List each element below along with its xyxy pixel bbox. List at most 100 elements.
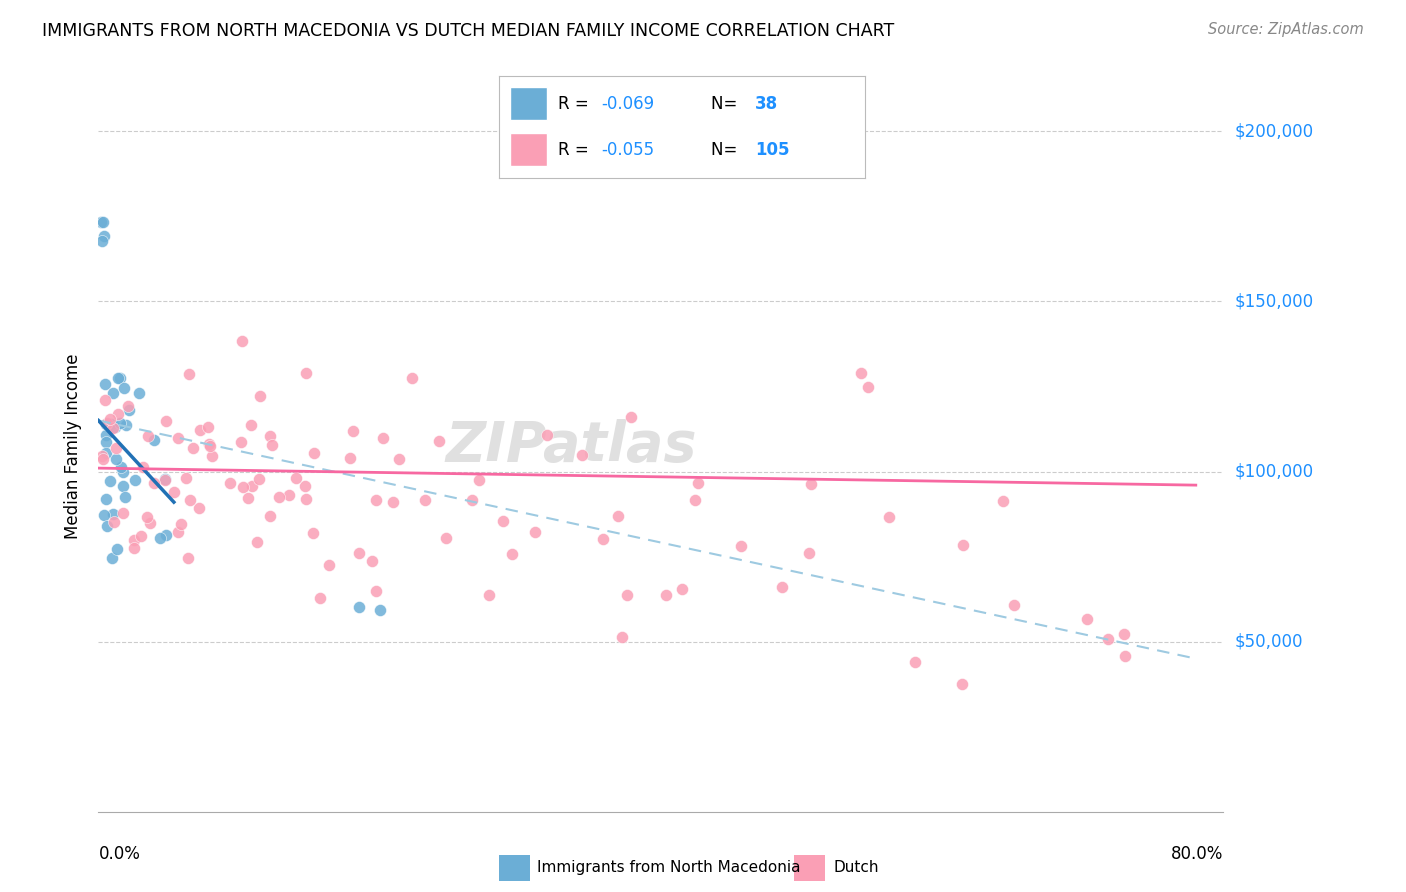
Point <box>240 479 263 493</box>
Point <box>952 538 974 552</box>
Point <box>249 389 271 403</box>
Point <box>277 488 299 502</box>
Point <box>122 541 145 555</box>
Point <box>468 473 491 487</box>
Point <box>96 417 118 432</box>
Point <box>259 428 281 442</box>
Point <box>132 459 155 474</box>
Point <box>770 580 793 594</box>
Bar <box>510 133 547 166</box>
Point <box>950 677 973 691</box>
Point <box>98 411 121 425</box>
Point <box>1112 627 1135 641</box>
Point <box>683 492 706 507</box>
Text: R =: R = <box>558 141 593 159</box>
Point <box>302 445 325 459</box>
Point <box>478 589 501 603</box>
Point <box>118 402 141 417</box>
Point <box>142 434 165 448</box>
Point <box>1097 632 1119 646</box>
Point <box>100 550 122 565</box>
Point <box>612 630 634 644</box>
Point <box>654 588 676 602</box>
Point <box>112 381 135 395</box>
Point <box>294 479 316 493</box>
Point <box>800 477 823 491</box>
Text: -0.055: -0.055 <box>602 141 655 159</box>
Point <box>318 558 340 573</box>
Point <box>401 371 423 385</box>
Point <box>98 474 121 488</box>
Point <box>101 421 124 435</box>
Point <box>730 540 752 554</box>
Point <box>607 508 630 523</box>
Point <box>342 424 364 438</box>
Point <box>616 589 638 603</box>
Point <box>247 472 270 486</box>
Point <box>90 215 112 229</box>
Point <box>138 428 160 442</box>
Point <box>360 554 382 568</box>
Bar <box>510 87 547 120</box>
Point <box>94 393 117 408</box>
Text: 105: 105 <box>755 141 790 159</box>
Text: N=: N= <box>711 141 742 159</box>
Point <box>371 431 394 445</box>
Point <box>179 493 201 508</box>
Point <box>170 517 193 532</box>
Point <box>117 399 139 413</box>
Point <box>259 509 281 524</box>
Point <box>96 416 118 430</box>
Point <box>110 459 132 474</box>
Point <box>93 376 115 391</box>
Point <box>219 475 242 490</box>
Point <box>236 491 259 505</box>
Point <box>114 490 136 504</box>
Point <box>91 215 114 229</box>
Point <box>849 366 872 380</box>
Point <box>262 438 284 452</box>
Point <box>143 476 166 491</box>
Point <box>91 234 114 248</box>
Point <box>188 423 211 437</box>
Point <box>94 434 117 449</box>
Point <box>269 490 291 504</box>
Point <box>201 449 224 463</box>
Point <box>155 414 177 428</box>
Point <box>177 551 200 566</box>
Point <box>94 428 117 442</box>
Text: -0.069: -0.069 <box>602 95 655 112</box>
Text: $200,000: $200,000 <box>1234 122 1313 140</box>
Point <box>461 492 484 507</box>
Point <box>501 547 523 561</box>
Y-axis label: Median Family Income: Median Family Income <box>65 353 83 539</box>
Point <box>427 434 450 448</box>
Point <box>177 368 200 382</box>
Point <box>904 655 927 669</box>
Point <box>163 485 186 500</box>
Point <box>103 507 125 521</box>
Point <box>107 407 129 421</box>
Text: ZIPatlas: ZIPatlas <box>446 419 696 473</box>
Point <box>128 385 150 400</box>
Text: IMMIGRANTS FROM NORTH MACEDONIA VS DUTCH MEDIAN FAMILY INCOME CORRELATION CHART: IMMIGRANTS FROM NORTH MACEDONIA VS DUTCH… <box>42 22 894 40</box>
Point <box>1076 612 1098 626</box>
Point <box>111 506 134 520</box>
Text: Immigrants from North Macedonia: Immigrants from North Macedonia <box>537 861 800 875</box>
Point <box>103 516 125 530</box>
Point <box>91 450 114 464</box>
Point <box>188 500 211 515</box>
Point <box>1114 649 1136 664</box>
Point <box>91 452 114 467</box>
Point <box>856 380 879 394</box>
Point <box>167 525 190 540</box>
Text: Dutch: Dutch <box>834 861 879 875</box>
Point <box>388 452 411 467</box>
Point <box>197 420 219 434</box>
Text: R =: R = <box>558 95 593 112</box>
Point <box>108 416 131 430</box>
Point <box>93 508 115 523</box>
Text: 38: 38 <box>755 95 778 112</box>
Point <box>285 471 308 485</box>
Point <box>155 471 177 485</box>
